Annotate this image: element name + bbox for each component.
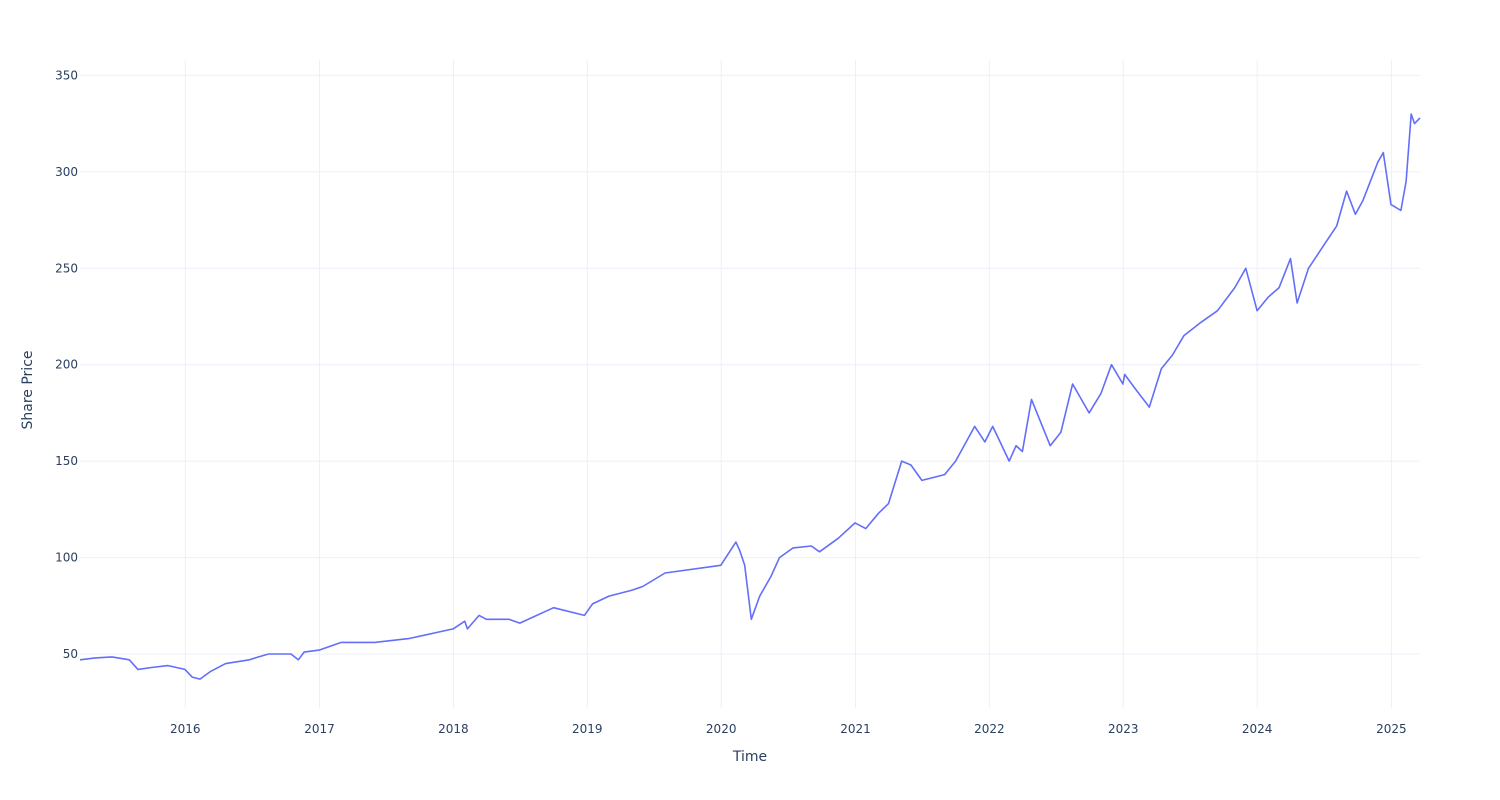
y-tick-label: 250: [55, 261, 78, 275]
x-tick-label: 2021: [840, 722, 871, 736]
y-tick-labels: 50 100 150 200 250 300 350: [55, 68, 78, 661]
y-axis-title: Share Price: [20, 350, 36, 429]
share-price-series-line: [79, 113, 1421, 680]
x-tick-label: 2017: [304, 722, 335, 736]
x-tick-label: 2023: [1108, 722, 1139, 736]
y-tick-label: 150: [55, 454, 78, 468]
x-tick-label: 2018: [438, 722, 469, 736]
x-tick-label: 2024: [1242, 722, 1273, 736]
y-tick-label: 200: [55, 358, 78, 372]
x-tick-label: 2022: [974, 722, 1005, 736]
y-tick-label: 100: [55, 551, 78, 565]
x-tick-label: 2019: [572, 722, 603, 736]
series-layer: [79, 113, 1421, 680]
x-tick-labels: 2016 2017 2018 2019 2020 2021 2022 2023 2024 2025: [170, 722, 1407, 736]
y-gridlines: [80, 74, 1420, 655]
y-tick-label: 300: [55, 165, 78, 179]
x-tick-label: 2025: [1376, 722, 1407, 736]
y-tick-label: 350: [55, 68, 78, 82]
x-tick-label: 2016: [170, 722, 201, 736]
x-axis-title: Time: [732, 749, 767, 765]
y-tick-label: 50: [63, 647, 78, 661]
x-gridlines: [184, 60, 1392, 708]
x-tick-label: 2020: [706, 722, 737, 736]
